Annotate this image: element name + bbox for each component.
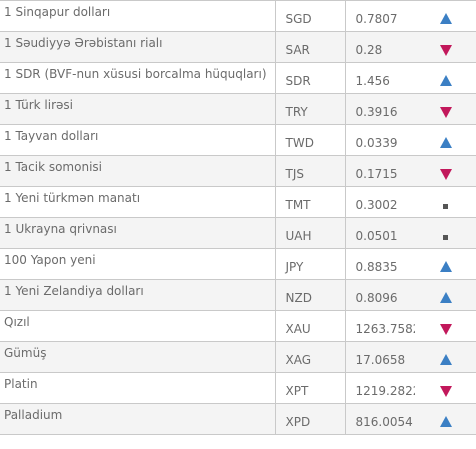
trend-up-icon — [440, 75, 452, 86]
currency-name: Gümüş — [0, 342, 275, 373]
exchange-rate-value: 1.456 — [345, 63, 415, 94]
currency-name: 1 Səudiyyə Ərəbistanı rialı — [0, 32, 275, 63]
currency-code: TJS — [275, 156, 345, 187]
exchange-rate-value: 0.8096 — [345, 280, 415, 311]
currency-code: SDR — [275, 63, 345, 94]
trend-up-icon — [440, 13, 452, 24]
trend-cell — [415, 342, 476, 373]
currency-code: TRY — [275, 94, 345, 125]
trend-cell — [415, 32, 476, 63]
trend-up-icon — [440, 137, 452, 148]
rate-row-sar: 1 Səudiyyə Ərəbistanı rialı SAR 0.28 — [0, 32, 476, 63]
currency-code: SAR — [275, 32, 345, 63]
trend-unchanged-icon — [443, 204, 448, 209]
currency-code: XPT — [275, 373, 345, 404]
exchange-rate-value: 1263.7582 — [345, 311, 415, 342]
trend-down-icon — [440, 386, 452, 397]
currency-code: JPY — [275, 249, 345, 280]
exchange-rate-value: 816.0054 — [345, 404, 415, 435]
exchange-rate-value: 0.0339 — [345, 125, 415, 156]
exchange-rate-value: 1219.2822 — [345, 373, 415, 404]
currency-code: XAU — [275, 311, 345, 342]
exchange-rate-value: 0.3002 — [345, 187, 415, 218]
currency-name: 1 Tayvan dolları — [0, 125, 275, 156]
trend-up-icon — [440, 416, 452, 427]
currency-rates-table: 1 Sinqapur dolları SGD 0.7807 1 Səudiyyə Ər… — [0, 0, 476, 435]
exchange-rate-value: 17.0658 — [345, 342, 415, 373]
currency-name: 1 Sinqapur dolları — [0, 1, 275, 32]
rate-row-try: 1 Türk lirəsi TRY 0.3916 — [0, 94, 476, 125]
trend-up-icon — [440, 261, 452, 272]
rate-row-sgd: 1 Sinqapur dolları SGD 0.7807 — [0, 1, 476, 32]
trend-cell — [415, 1, 476, 32]
exchange-rate-value: 0.28 — [345, 32, 415, 63]
rate-row-tmt: 1 Yeni türkmən manatı TMT 0.3002 — [0, 187, 476, 218]
currency-code: XPD — [275, 404, 345, 435]
currency-name: 1 Tacik somonisi — [0, 156, 275, 187]
rate-row-uah: 1 Ukrayna qrivnası UAH 0.0501 — [0, 218, 476, 249]
trend-cell — [415, 311, 476, 342]
currency-name: Palladium — [0, 404, 275, 435]
trend-cell — [415, 63, 476, 94]
rate-row-twd: 1 Tayvan dolları TWD 0.0339 — [0, 125, 476, 156]
rate-row-nzd: 1 Yeni Zelandiya dolları NZD 0.8096 — [0, 280, 476, 311]
exchange-rate-value: 0.1715 — [345, 156, 415, 187]
rate-row-xau: Qızıl XAU 1263.7582 — [0, 311, 476, 342]
trend-down-icon — [440, 107, 452, 118]
rate-row-jpy: 100 Yapon yeni JPY 0.8835 — [0, 249, 476, 280]
currency-code: TWD — [275, 125, 345, 156]
currency-name: Qızıl — [0, 311, 275, 342]
currency-name: 100 Yapon yeni — [0, 249, 275, 280]
currency-name: Platin — [0, 373, 275, 404]
trend-down-icon — [440, 324, 452, 335]
trend-cell — [415, 404, 476, 435]
rate-row-xag: Gümüş XAG 17.0658 — [0, 342, 476, 373]
trend-unchanged-icon — [443, 235, 448, 240]
rate-row-tjs: 1 Tacik somonisi TJS 0.1715 — [0, 156, 476, 187]
currency-name: 1 SDR (BVF-nun xüsusi borcalma hüquqları… — [0, 63, 275, 94]
exchange-rate-value: 0.8835 — [345, 249, 415, 280]
rates-table-body: 1 Sinqapur dolları SGD 0.7807 1 Səudiyyə Ər… — [0, 1, 476, 435]
trend-up-icon — [440, 292, 452, 303]
currency-code: XAG — [275, 342, 345, 373]
currency-name: 1 Yeni türkmən manatı — [0, 187, 275, 218]
currency-name: 1 Ukrayna qrivnası — [0, 218, 275, 249]
currency-name: 1 Yeni Zelandiya dolları — [0, 280, 275, 311]
currency-code: SGD — [275, 1, 345, 32]
trend-cell — [415, 94, 476, 125]
currency-name: 1 Türk lirəsi — [0, 94, 275, 125]
rate-row-xpt: Platin XPT 1219.2822 — [0, 373, 476, 404]
trend-cell — [415, 187, 476, 218]
trend-cell — [415, 280, 476, 311]
currency-code: UAH — [275, 218, 345, 249]
trend-cell — [415, 125, 476, 156]
currency-code: NZD — [275, 280, 345, 311]
rate-row-sdr: 1 SDR (BVF-nun xüsusi borcalma hüquqları… — [0, 63, 476, 94]
exchange-rate-value: 0.0501 — [345, 218, 415, 249]
trend-up-icon — [440, 354, 452, 365]
trend-cell — [415, 218, 476, 249]
trend-cell — [415, 156, 476, 187]
rate-row-xpd: Palladium XPD 816.0054 — [0, 404, 476, 435]
trend-cell — [415, 373, 476, 404]
currency-code: TMT — [275, 187, 345, 218]
exchange-rate-value: 0.7807 — [345, 1, 415, 32]
trend-down-icon — [440, 45, 452, 56]
trend-down-icon — [440, 169, 452, 180]
trend-cell — [415, 249, 476, 280]
exchange-rate-value: 0.3916 — [345, 94, 415, 125]
